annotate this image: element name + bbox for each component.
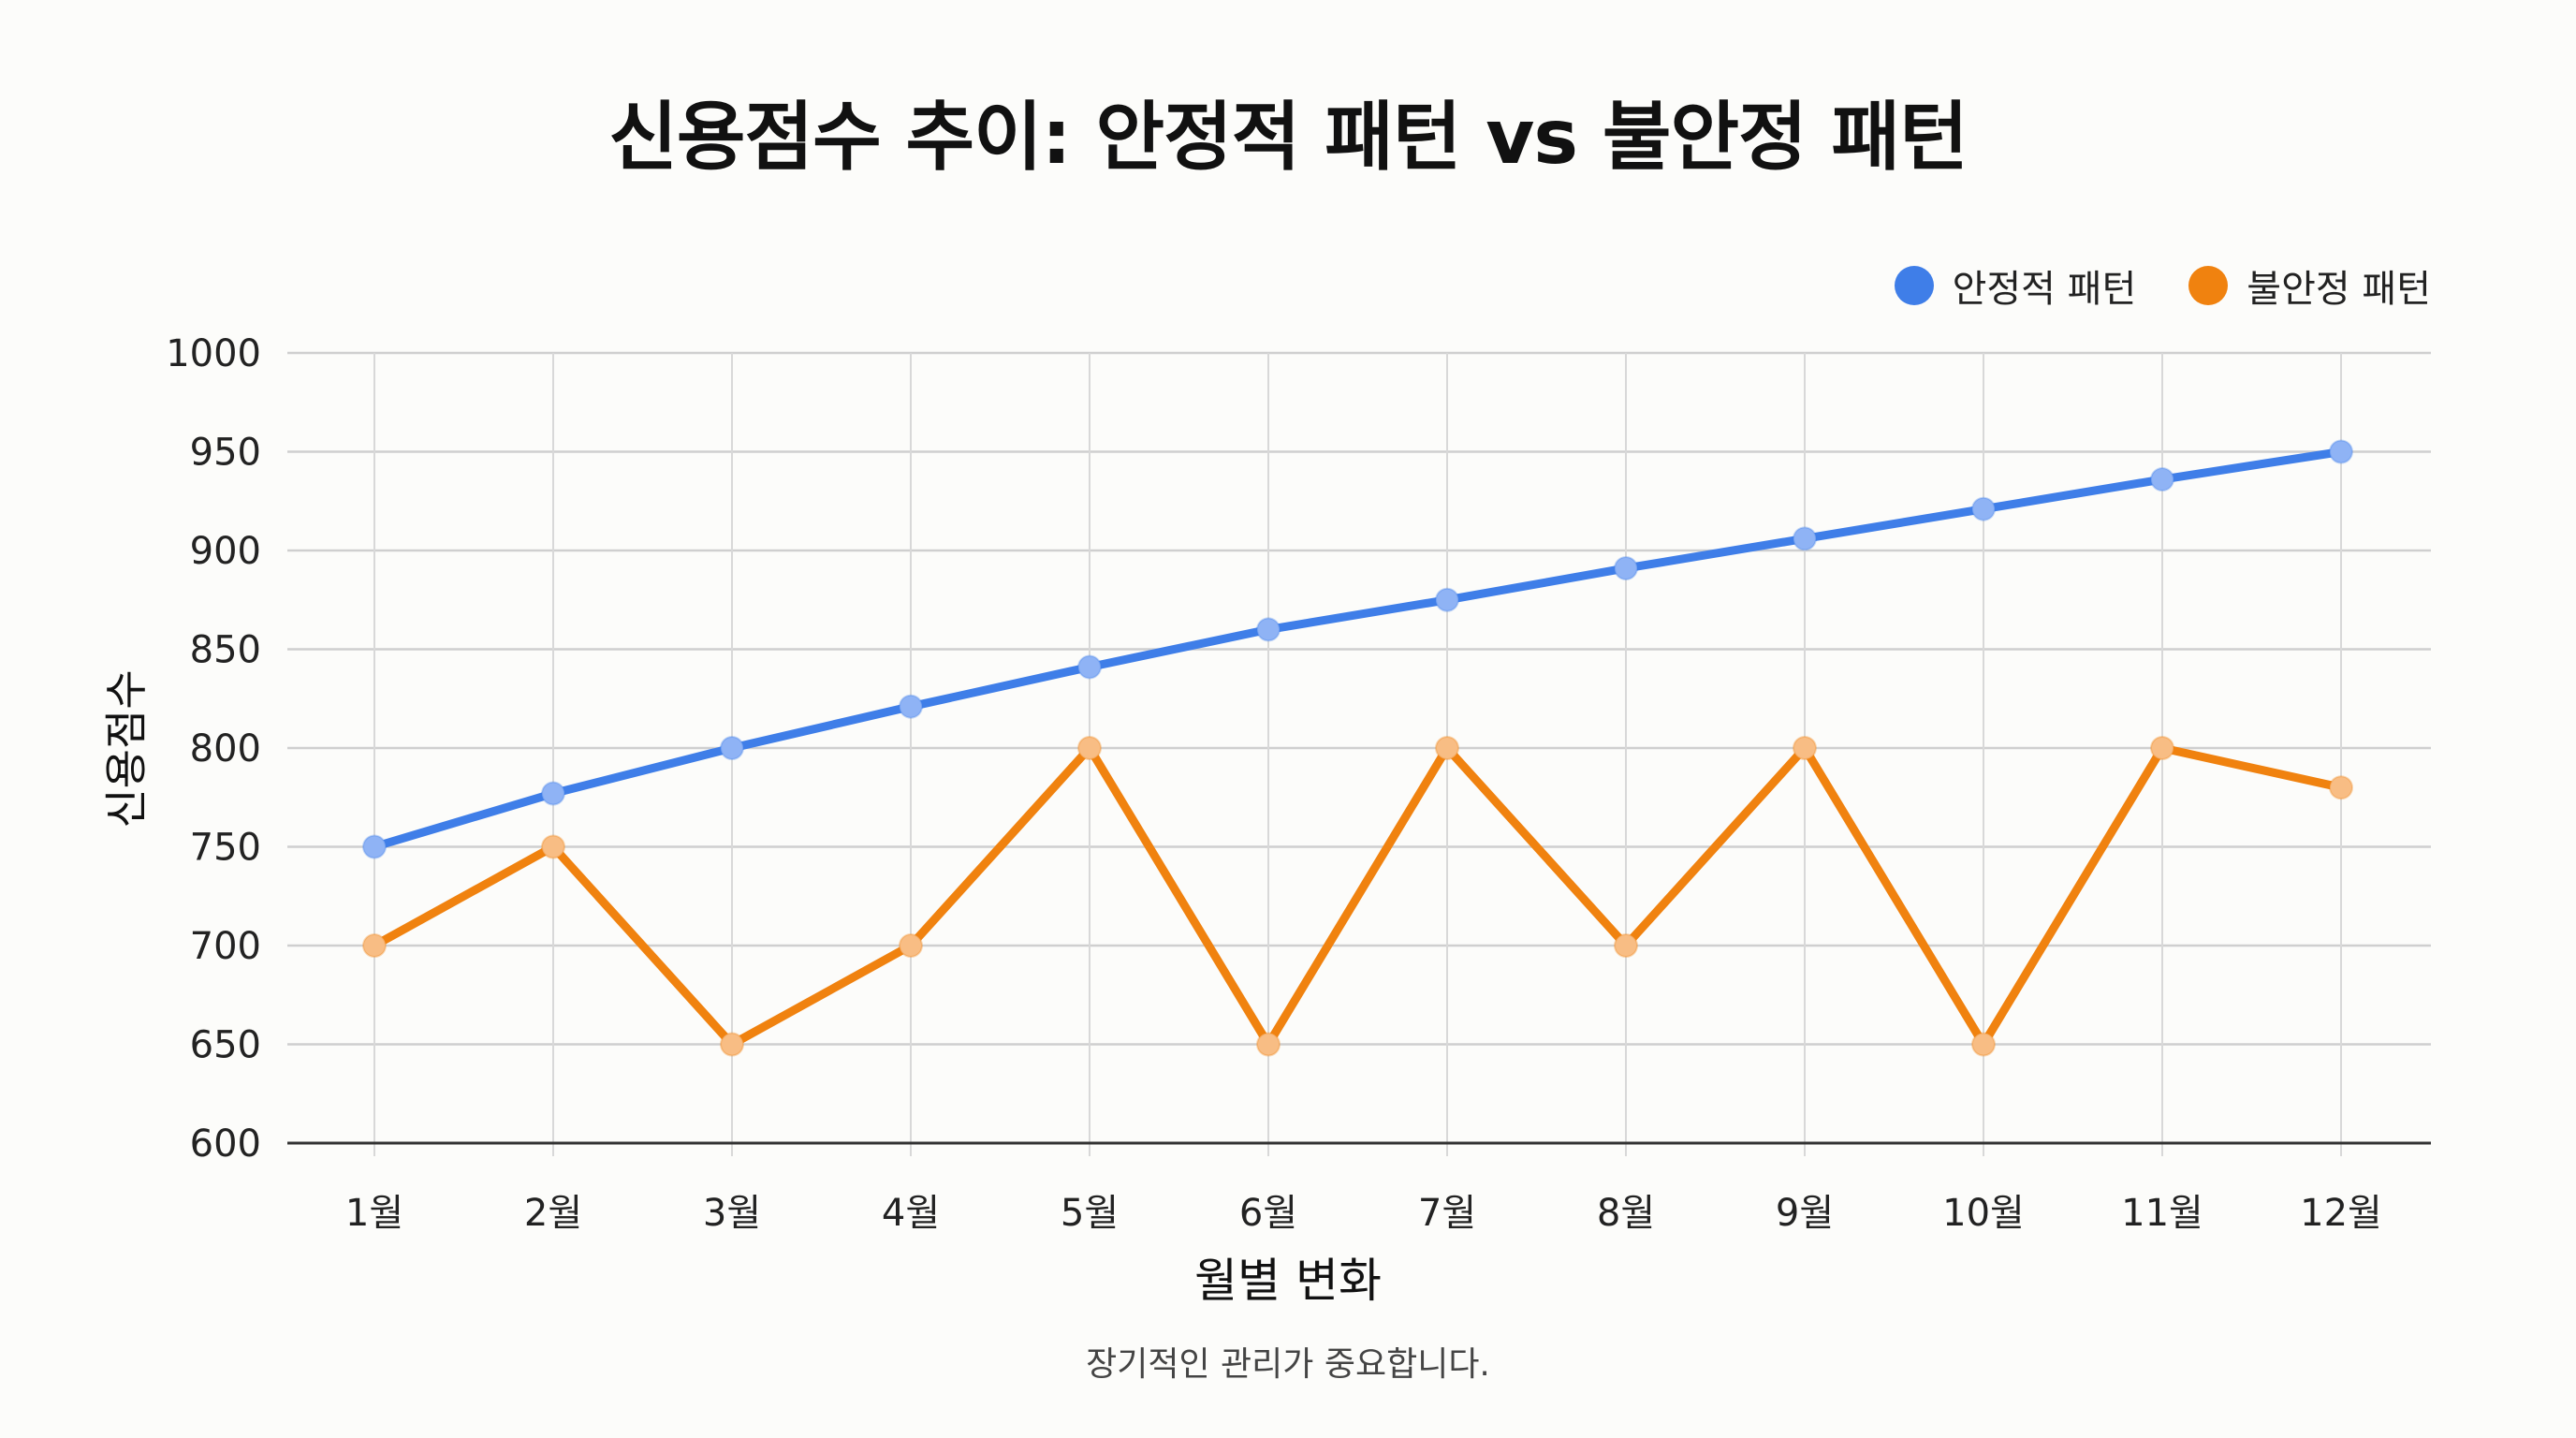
x-tick-label: 10월	[1942, 1192, 2025, 1235]
x-tick-label: 7월	[1418, 1192, 1476, 1235]
legend-marker-unstable	[2188, 266, 2229, 305]
data-point-unstable	[899, 933, 923, 958]
data-point-unstable	[720, 1032, 744, 1057]
y-tick-label: 850	[190, 629, 261, 672]
legend-label-unstable: 불안정 패턴	[2247, 268, 2431, 311]
y-tick-label: 750	[190, 827, 261, 870]
x-tick-label: 12월	[2300, 1192, 2382, 1235]
data-point-stable	[1256, 617, 1281, 642]
y-tick-label: 650	[190, 1024, 261, 1067]
legend-label-stable: 안정적 패턴	[1952, 268, 2137, 311]
x-tick-label: 1월	[345, 1192, 403, 1235]
x-tick-label: 9월	[1776, 1192, 1834, 1235]
legend-item-unstable: 불안정 패턴	[2188, 258, 2431, 313]
x-tick-label: 6월	[1239, 1192, 1297, 1235]
y-axis-label: 신용점수	[101, 669, 152, 829]
data-point-unstable	[541, 834, 565, 859]
legend-item-stable: 안정적 패턴	[1894, 258, 2137, 313]
data-point-unstable	[1793, 736, 1817, 760]
y-tick-label: 600	[190, 1123, 261, 1166]
y-tick-label: 900	[190, 530, 261, 573]
y-tick-label: 800	[190, 727, 261, 770]
x-axis-label: 월별 변화	[1194, 1254, 1382, 1308]
data-point-unstable	[362, 933, 387, 958]
data-point-unstable	[2150, 736, 2174, 760]
data-point-stable	[899, 694, 923, 719]
data-point-stable	[1614, 555, 1638, 580]
data-point-stable	[362, 834, 387, 859]
y-tick-label: 950	[190, 432, 261, 475]
data-point-unstable	[1256, 1032, 1281, 1057]
legend-marker-stable	[1894, 266, 1934, 305]
series-line-stable	[370, 448, 2346, 851]
data-point-stable	[2150, 467, 2174, 492]
y-tick-label: 700	[190, 925, 261, 968]
series-line-unstable	[370, 743, 2346, 1049]
data-point-unstable	[1614, 933, 1638, 958]
x-tick-label: 3월	[703, 1192, 761, 1235]
chart-title: 신용점수 추이: 안정적 패턴 vs 불안정 패턴	[608, 94, 1968, 181]
x-tick-label: 5월	[1061, 1192, 1119, 1235]
data-point-stable	[720, 736, 744, 760]
footnote: 장기적인 관리가 중요합니다.	[1086, 1345, 1490, 1384]
x-tick-label: 11월	[2121, 1192, 2203, 1235]
data-point-stable	[1077, 654, 1102, 680]
x-tick-label: 2월	[524, 1192, 582, 1235]
data-point-stable	[1971, 496, 1996, 521]
y-tick-label: 1000	[166, 332, 261, 375]
data-point-stable	[541, 781, 565, 806]
data-point-unstable	[2329, 775, 2353, 800]
data-point-stable	[1793, 526, 1817, 551]
data-point-unstable	[1435, 736, 1459, 760]
data-point-stable	[2329, 439, 2353, 464]
x-tick-label: 4월	[882, 1192, 940, 1235]
data-point-unstable	[1077, 736, 1102, 760]
data-point-unstable	[1971, 1032, 1996, 1057]
data-point-stable	[1435, 587, 1459, 612]
x-tick-label: 8월	[1597, 1192, 1655, 1235]
legend: 안정적 패턴 불안정 패턴	[1842, 258, 2431, 313]
